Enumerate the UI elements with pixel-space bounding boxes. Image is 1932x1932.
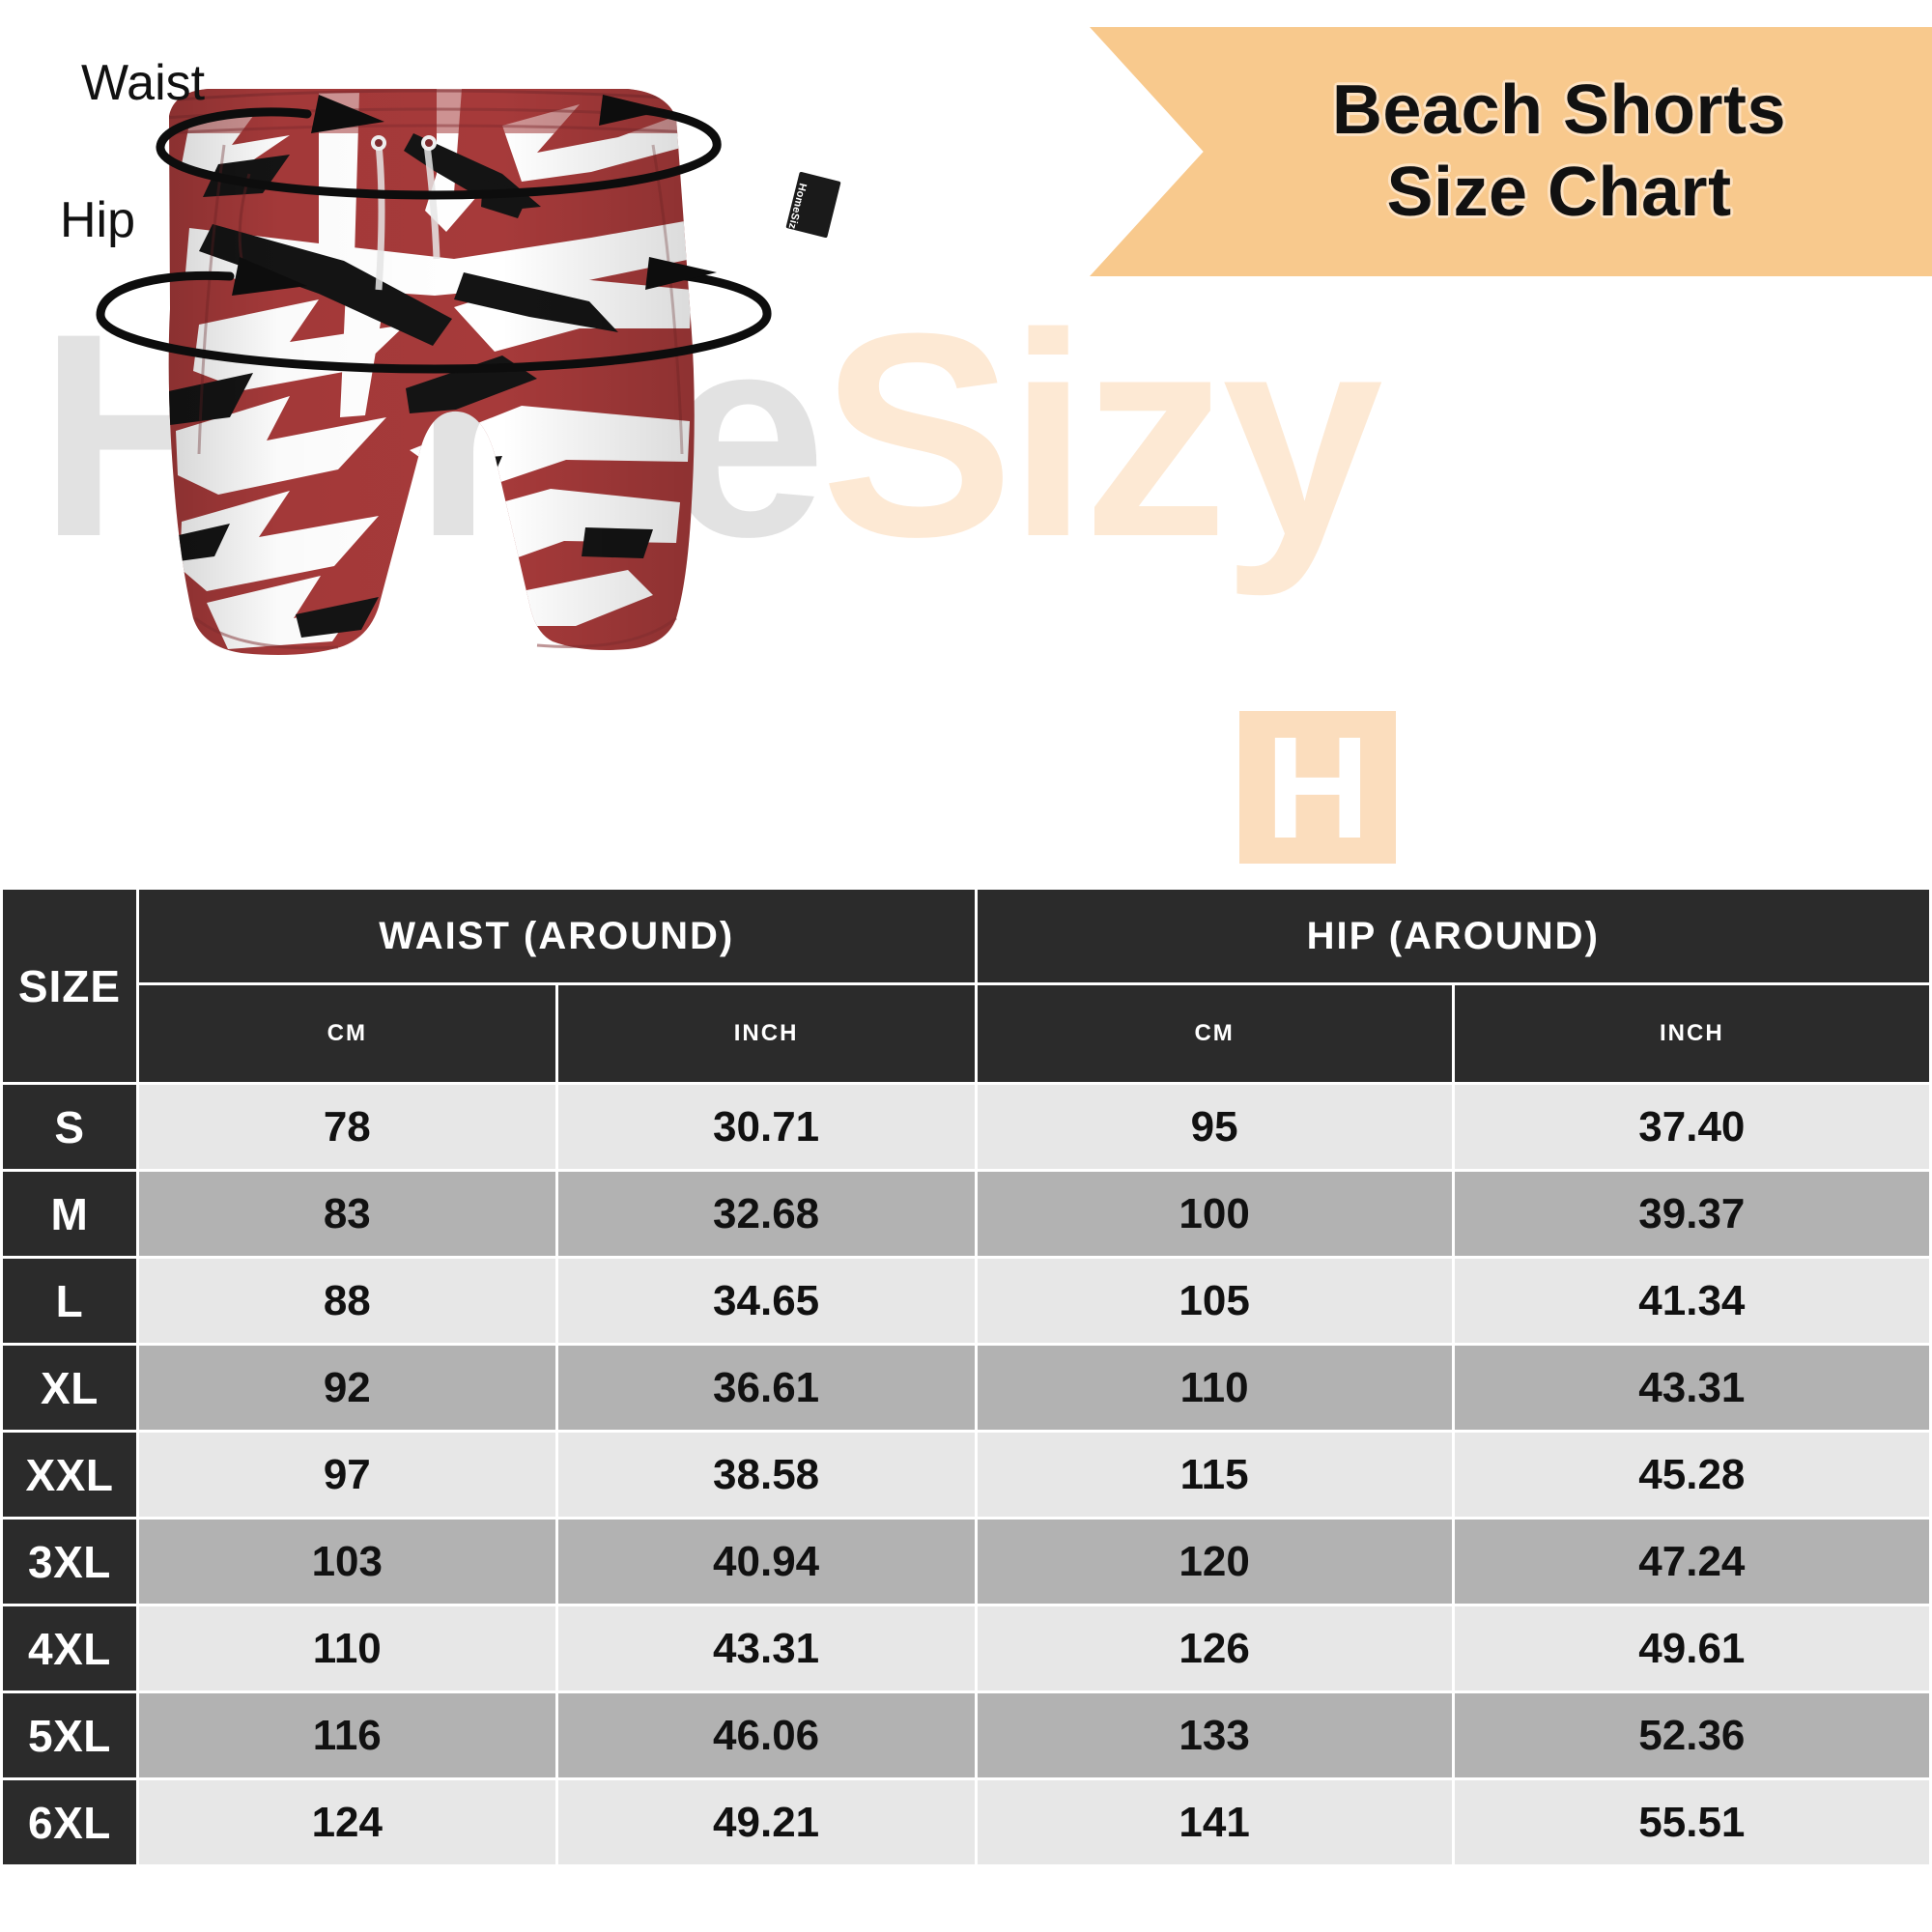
table-row: L 88 34.65 105 41.34 xyxy=(3,1259,1929,1343)
cell-waist-cm: 116 xyxy=(138,1693,555,1777)
cell-hip-cm: 105 xyxy=(977,1259,1452,1343)
table-row: M 83 32.68 100 39.37 xyxy=(3,1172,1929,1256)
cell-waist-inch: 32.68 xyxy=(557,1172,975,1256)
table-header-row-groups: SIZE WAIST (AROUND) HIP (AROUND) xyxy=(3,890,1929,1082)
cell-waist-cm: 78 xyxy=(138,1085,555,1169)
waist-label: Waist xyxy=(81,55,206,111)
cell-hip-cm: 126 xyxy=(977,1606,1452,1690)
header-waist-cm: CM xyxy=(138,985,555,1082)
hip-arrowhead-right xyxy=(645,257,717,290)
cell-hip-inch: 43.31 xyxy=(1454,1346,1929,1430)
cell-waist-inch: 34.65 xyxy=(557,1259,975,1343)
table-row: 6XL 124 49.21 141 55.51 xyxy=(3,1780,1929,1864)
cell-hip-inch: 47.24 xyxy=(1454,1520,1929,1604)
table-header-row-units: CM INCH CM INCH xyxy=(3,985,1929,1082)
header-group-waist: WAIST (AROUND) xyxy=(138,890,975,982)
waist-arrowhead-left xyxy=(311,95,384,133)
size-table: SIZE WAIST (AROUND) HIP (AROUND) CM INCH… xyxy=(0,887,1932,1867)
cell-waist-inch: 49.21 xyxy=(557,1780,975,1864)
table-head: SIZE WAIST (AROUND) HIP (AROUND) CM INCH… xyxy=(3,890,1929,1082)
cell-hip-cm: 115 xyxy=(977,1433,1452,1517)
cell-hip-cm: 100 xyxy=(977,1172,1452,1256)
cell-waist-cm: 92 xyxy=(138,1346,555,1430)
cell-hip-inch: 41.34 xyxy=(1454,1259,1929,1343)
header-size: SIZE xyxy=(3,890,136,1082)
cell-hip-inch: 52.36 xyxy=(1454,1693,1929,1777)
cell-hip-inch: 55.51 xyxy=(1454,1780,1929,1864)
cell-hip-cm: 95 xyxy=(977,1085,1452,1169)
cell-waist-cm: 103 xyxy=(138,1520,555,1604)
cell-size: XXL xyxy=(3,1433,136,1517)
cell-hip-cm: 133 xyxy=(977,1693,1452,1777)
table-row: XXL 97 38.58 115 45.28 xyxy=(3,1433,1929,1517)
watermark-sizy-text: Sizy xyxy=(820,272,1383,597)
cell-waist-inch: 30.71 xyxy=(557,1085,975,1169)
cell-waist-inch: 36.61 xyxy=(557,1346,975,1430)
hip-arrowhead-left xyxy=(232,257,307,296)
cell-size: 3XL xyxy=(3,1520,136,1604)
title-banner: Beach Shorts Size Chart xyxy=(1090,27,1932,276)
cell-waist-inch: 38.58 xyxy=(557,1433,975,1517)
cell-waist-cm: 110 xyxy=(138,1606,555,1690)
cell-waist-inch: 46.06 xyxy=(557,1693,975,1777)
waist-measure-arrow xyxy=(156,101,722,200)
cell-waist-inch: 43.31 xyxy=(557,1606,975,1690)
header-waist-inch: INCH xyxy=(557,985,975,1082)
header-hip-cm: CM xyxy=(977,985,1452,1082)
logo-mark: H xyxy=(1239,711,1396,864)
header-hip-inch: INCH xyxy=(1454,985,1929,1082)
cell-size: L xyxy=(3,1259,136,1343)
hip-measure-arrow xyxy=(96,268,772,374)
cell-size: M xyxy=(3,1172,136,1256)
cell-hip-inch: 45.28 xyxy=(1454,1433,1929,1517)
header-group-hip: HIP (AROUND) xyxy=(977,890,1929,982)
waist-arrowhead-right xyxy=(599,95,667,126)
cell-hip-inch: 39.37 xyxy=(1454,1172,1929,1256)
cell-size: 4XL xyxy=(3,1606,136,1690)
cell-hip-inch: 37.40 xyxy=(1454,1085,1929,1169)
banner-line-1: Beach Shorts xyxy=(1331,71,1787,150)
cell-hip-inch: 49.61 xyxy=(1454,1606,1929,1690)
cell-size: XL xyxy=(3,1346,136,1430)
table-row: 4XL 110 43.31 126 49.61 xyxy=(3,1606,1929,1690)
cell-hip-cm: 110 xyxy=(977,1346,1452,1430)
hip-label: Hip xyxy=(60,192,136,248)
cell-waist-cm: 124 xyxy=(138,1780,555,1864)
table-row: 5XL 116 46.06 133 52.36 xyxy=(3,1693,1929,1777)
table-body: S 78 30.71 95 37.40 M 83 32.68 100 39.37 L 88 34.65 1… xyxy=(3,1085,1929,1864)
product-image-area: Waist Hip HomeSizy xyxy=(0,0,869,869)
cell-size: S xyxy=(3,1085,136,1169)
banner-line-2: Size Chart xyxy=(1386,154,1732,231)
cell-waist-inch: 40.94 xyxy=(557,1520,975,1604)
cell-waist-cm: 97 xyxy=(138,1433,555,1517)
cell-hip-cm: 141 xyxy=(977,1780,1452,1864)
beach-shorts-illustration xyxy=(96,89,772,655)
cell-hip-cm: 120 xyxy=(977,1520,1452,1604)
size-table-container: SIZE WAIST (AROUND) HIP (AROUND) CM INCH… xyxy=(0,887,1932,1867)
cell-waist-cm: 88 xyxy=(138,1259,555,1343)
table-row: S 78 30.71 95 37.40 xyxy=(3,1085,1929,1169)
cell-size: 6XL xyxy=(3,1780,136,1864)
table-row: 3XL 103 40.94 120 47.24 xyxy=(3,1520,1929,1604)
cell-waist-cm: 83 xyxy=(138,1172,555,1256)
table-row: XL 92 36.61 110 43.31 xyxy=(3,1346,1929,1430)
cell-size: 5XL xyxy=(3,1693,136,1777)
logo-letter: H xyxy=(1264,706,1371,868)
